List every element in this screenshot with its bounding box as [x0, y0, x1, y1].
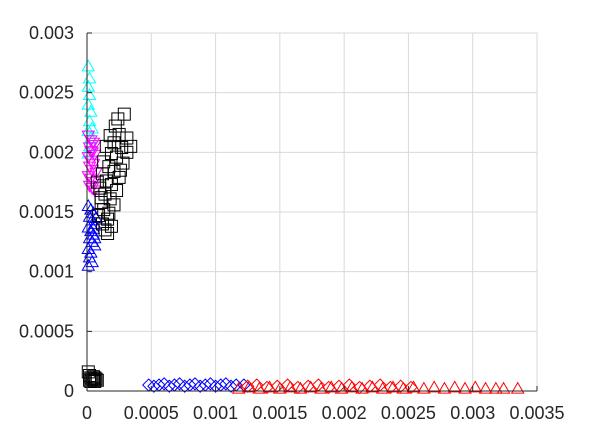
triangle-down-marker [87, 140, 102, 153]
triangle-down-marker [85, 183, 100, 196]
diamond-marker [383, 380, 398, 395]
triangle-up-marker [85, 121, 100, 134]
triangle-up-marker [81, 97, 96, 110]
x-tick-label: 0 [82, 403, 92, 423]
triangle-up-marker [496, 381, 511, 394]
triangle-up-marker [396, 381, 411, 394]
triangle-up-marker [81, 59, 96, 72]
triangle-up-marker [81, 258, 96, 271]
triangle-up-marker [272, 381, 287, 394]
triangle-up-marker [510, 381, 525, 394]
series-1 [81, 130, 103, 198]
triangle-up-marker [83, 245, 98, 258]
x-tick-label: 0.0035 [509, 403, 564, 423]
triangle-up-marker [478, 381, 493, 394]
diamond-marker [322, 380, 336, 395]
series-3 [90, 107, 138, 240]
triangle-up-marker [406, 380, 421, 393]
x-tick-label: 0.001 [193, 403, 238, 423]
tick-labels: 0 0.0005 0.001 0.0015 0.002 0.0025 0.003 0.0035… [19, 23, 565, 423]
square-marker [107, 136, 121, 150]
x-tick-label: 0.0005 [124, 403, 179, 423]
triangle-up-marker [386, 380, 400, 393]
triangle-up-marker [303, 380, 318, 393]
square-marker [98, 223, 112, 237]
diamond-marker [224, 379, 238, 393]
square-marker [98, 187, 112, 201]
triangle-up-marker [324, 380, 339, 393]
y-tick-label: 0 [64, 381, 74, 401]
y-tick-label: 0.003 [29, 23, 74, 43]
square-marker [101, 226, 115, 240]
square-marker [94, 191, 108, 205]
square-marker [112, 127, 126, 141]
square-marker [90, 373, 104, 387]
square-marker [90, 175, 104, 189]
y-tick-label: 0.0015 [19, 202, 74, 222]
triangle-up-marker [252, 381, 267, 394]
square-marker [83, 373, 97, 387]
triangle-down-marker [86, 177, 101, 190]
triangle-up-marker [87, 238, 102, 251]
x-tick-label: 0.0025 [381, 403, 436, 423]
triangle-up-marker [83, 104, 98, 117]
triangle-up-marker [375, 381, 390, 394]
square-marker [116, 156, 130, 170]
triangle-up-marker [283, 380, 298, 393]
square-marker [113, 163, 127, 177]
triangle-up-marker [81, 123, 96, 136]
y-tick-label: 0.0025 [19, 83, 74, 103]
triangle-up-marker [447, 380, 462, 393]
triangle-up-marker [262, 380, 277, 393]
triangle-up-marker [488, 381, 503, 394]
triangle-up-marker [314, 381, 328, 394]
triangle-up-marker [87, 231, 102, 244]
square-marker [92, 209, 106, 223]
triangle-up-marker [437, 381, 452, 394]
y-tick-label: 0.002 [29, 142, 74, 162]
square-marker [99, 139, 113, 153]
x-tick-label: 0.003 [450, 403, 495, 423]
square-marker [107, 198, 121, 212]
triangle-up-marker [231, 381, 246, 394]
x-tick-label: 0.002 [322, 403, 367, 423]
triangle-up-marker [458, 381, 472, 394]
square-marker [95, 167, 109, 181]
triangle-up-marker [87, 216, 102, 229]
axes [86, 32, 538, 392]
series-7 [231, 380, 525, 394]
triangle-up-marker [344, 380, 359, 393]
y-tick-label: 0.0005 [19, 321, 74, 341]
square-marker [117, 107, 131, 121]
diamond-marker [260, 380, 274, 395]
square-marker [101, 212, 115, 226]
square-marker [103, 129, 117, 143]
square-marker [104, 147, 118, 161]
triangle-up-marker [242, 380, 256, 393]
square-marker [124, 139, 138, 153]
y-tick-label: 0.001 [29, 262, 74, 282]
diamond-marker [404, 380, 418, 395]
x-tick-label: 0.0015 [252, 403, 307, 423]
square-marker [88, 371, 102, 385]
triangle-up-marker [293, 381, 308, 394]
data-markers [81, 59, 525, 395]
triangle-up-marker [355, 381, 370, 394]
triangle-up-marker [365, 380, 380, 393]
triangle-up-marker [427, 380, 442, 393]
triangle-up-marker [416, 381, 431, 394]
square-marker [120, 131, 134, 145]
triangle-down-marker [85, 165, 100, 178]
triangle-down-marker [86, 159, 101, 172]
square-marker [108, 119, 122, 133]
square-marker [112, 170, 126, 184]
